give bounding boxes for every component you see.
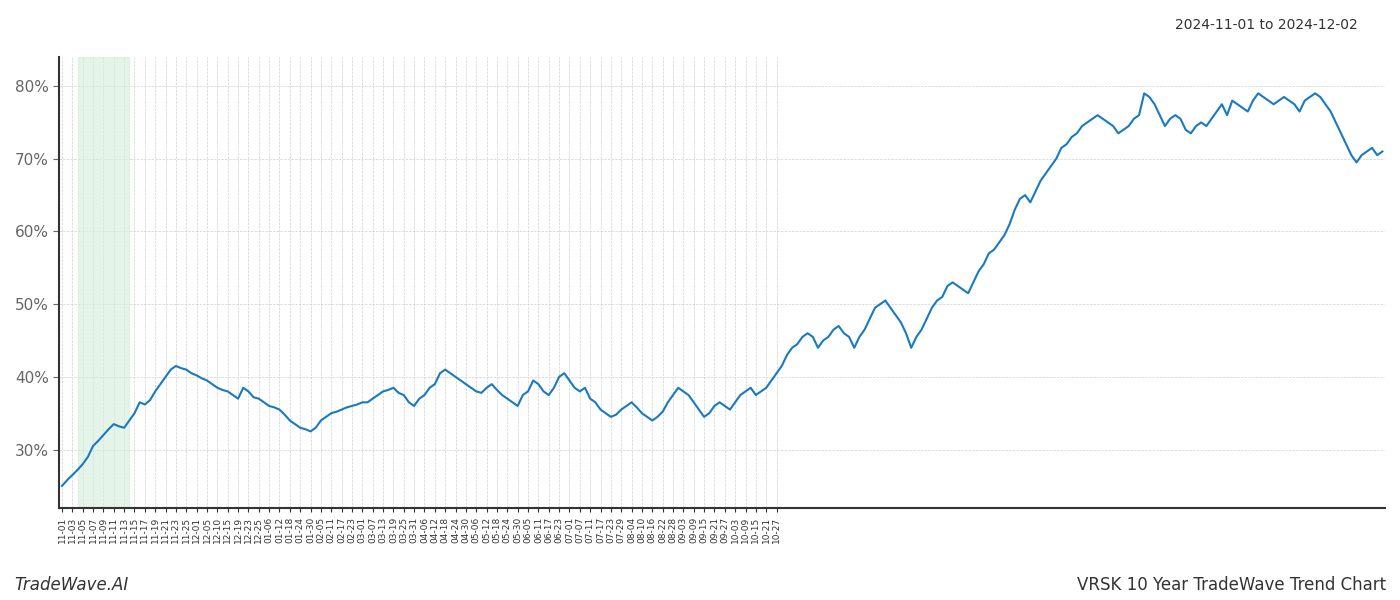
Text: VRSK 10 Year TradeWave Trend Chart: VRSK 10 Year TradeWave Trend Chart <box>1077 576 1386 594</box>
Bar <box>77 57 129 508</box>
Text: 2024-11-01 to 2024-12-02: 2024-11-01 to 2024-12-02 <box>1175 18 1358 32</box>
Text: TradeWave.AI: TradeWave.AI <box>14 576 129 594</box>
